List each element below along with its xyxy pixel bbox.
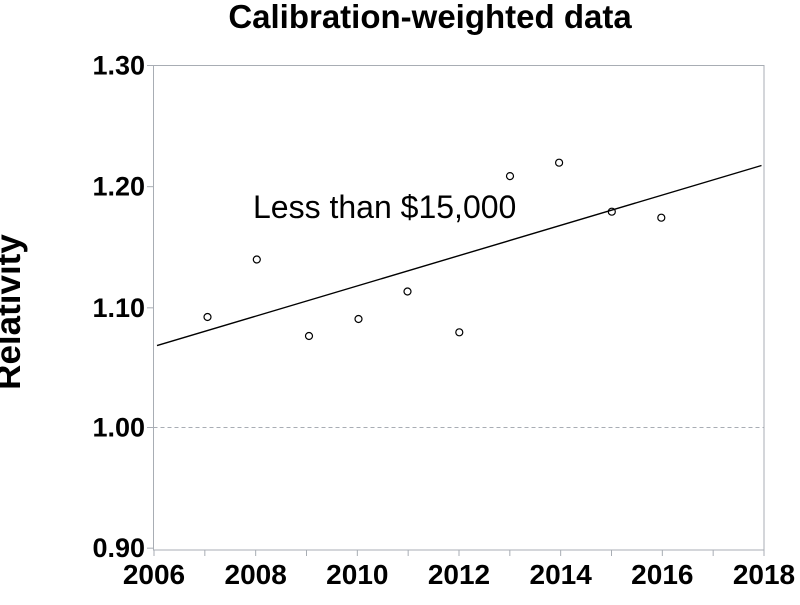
svg-text:1.00: 1.00 [92, 413, 145, 443]
svg-text:Calibration-weighted data: Calibration-weighted data [228, 0, 632, 35]
svg-text:2006: 2006 [123, 559, 185, 590]
svg-text:1.20: 1.20 [92, 172, 145, 202]
svg-text:1.10: 1.10 [92, 293, 145, 323]
svg-text:2016: 2016 [631, 559, 693, 590]
svg-text:Relativity: Relativity [0, 234, 28, 390]
svg-text:2010: 2010 [326, 559, 388, 590]
svg-text:Less than $15,000: Less than $15,000 [253, 189, 516, 225]
svg-text:1.30: 1.30 [92, 51, 145, 81]
svg-text:2008: 2008 [225, 559, 287, 590]
svg-text:2012: 2012 [428, 559, 490, 590]
svg-text:2018: 2018 [733, 559, 795, 590]
svg-text:2014: 2014 [530, 559, 593, 590]
